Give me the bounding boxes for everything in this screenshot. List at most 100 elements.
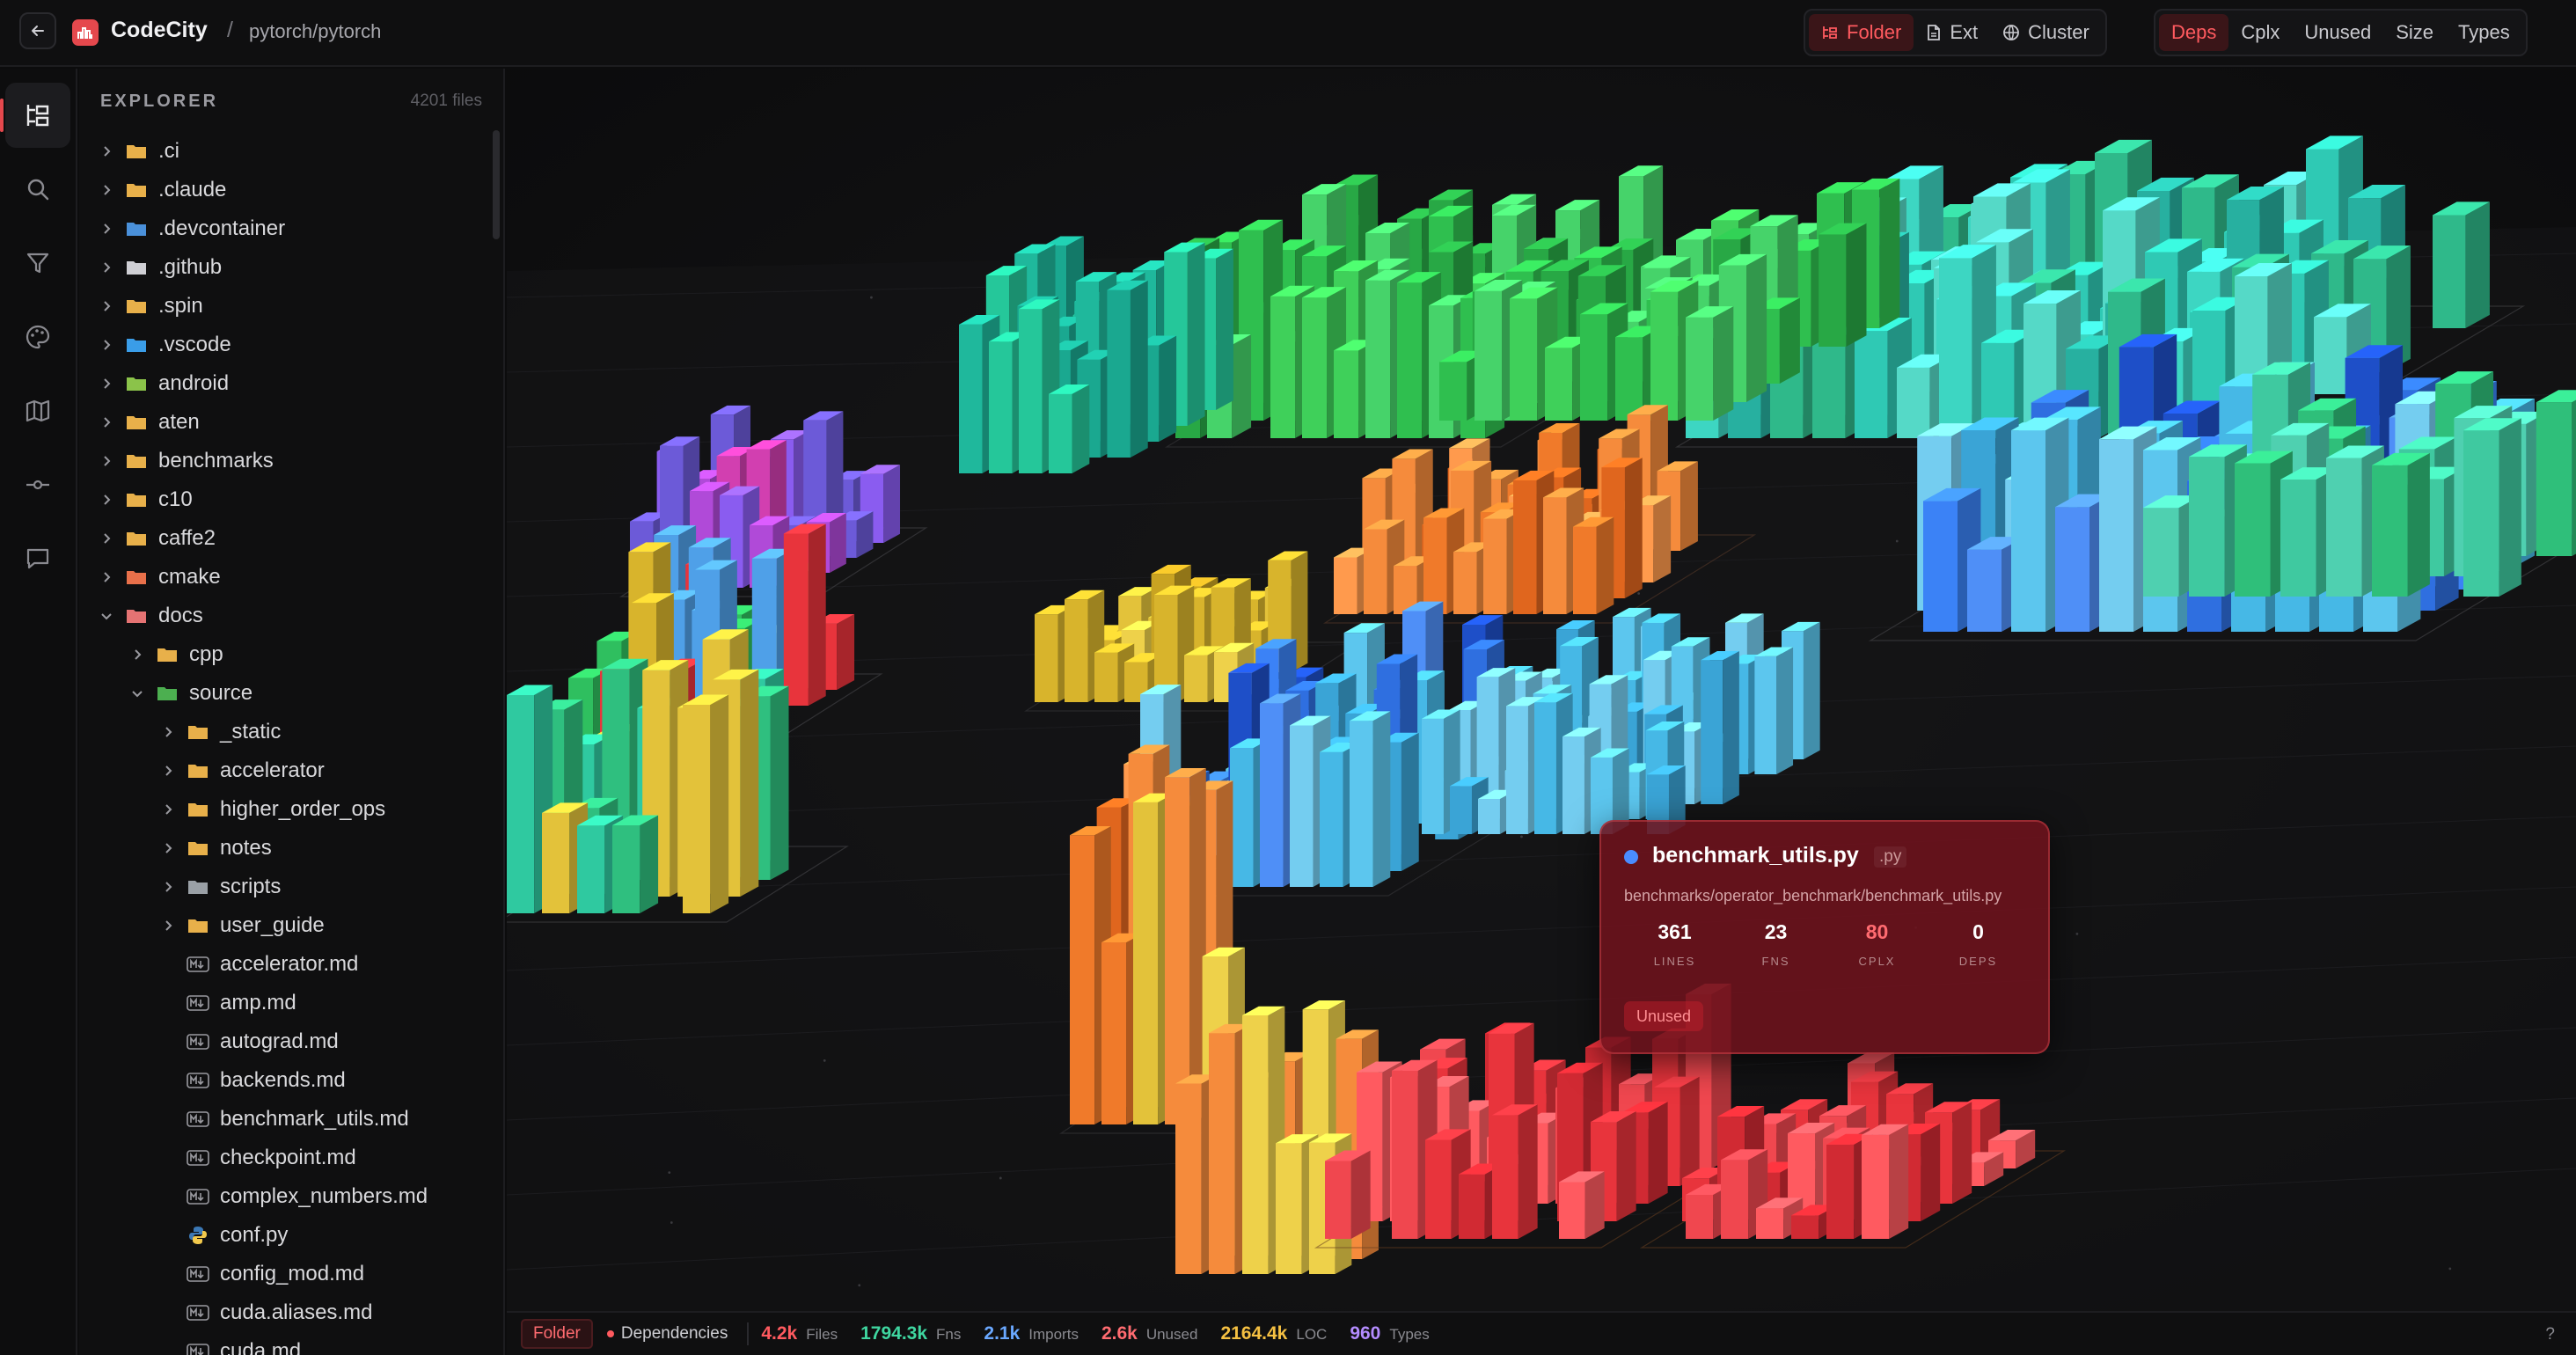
- repo-name[interactable]: pytorch/pytorch: [249, 20, 382, 42]
- status-stat-types: 960 Types: [1350, 1323, 1429, 1344]
- tree-folder[interactable]: .github: [79, 248, 493, 287]
- globe-icon: [2003, 25, 2020, 40]
- color-mode-deps-button[interactable]: Deps: [2159, 14, 2229, 51]
- tree-item-label: benchmarks: [158, 449, 274, 472]
- status-mode-badge[interactable]: Folder: [521, 1319, 593, 1349]
- explorer-rail-button[interactable]: [0, 83, 70, 148]
- tree-folder[interactable]: benchmarks: [79, 442, 493, 480]
- tree-folder[interactable]: user_guide: [79, 906, 493, 945]
- folder-icon: [125, 451, 148, 471]
- chevron-right-icon[interactable]: [99, 182, 114, 198]
- tree-file[interactable]: complex_numbers.md: [79, 1177, 493, 1216]
- chevron-right-icon[interactable]: [99, 414, 114, 430]
- chevron-right-icon[interactable]: [99, 298, 114, 314]
- tree-file[interactable]: cuda.md: [79, 1332, 493, 1355]
- tree-item-label: benchmark_utils.md: [220, 1107, 409, 1131]
- chevron-right-icon[interactable]: [99, 492, 114, 508]
- tree-file[interactable]: accelerator.md: [79, 945, 493, 984]
- chevron-right-icon[interactable]: [160, 879, 176, 895]
- group-mode-ext-button[interactable]: Ext: [1914, 14, 1990, 51]
- tree-folder[interactable]: scripts: [79, 868, 493, 906]
- file-count: 4201 files: [410, 92, 482, 110]
- tree-folder[interactable]: .ci: [79, 132, 493, 171]
- color-mode-size-button[interactable]: Size: [2383, 14, 2446, 51]
- tree-folder[interactable]: docs: [79, 597, 493, 635]
- tree-file[interactable]: backends.md: [79, 1061, 493, 1100]
- stat-label: FNS: [1761, 955, 1790, 968]
- tooltip-stat-cplx: 80 CPLX: [1826, 920, 1928, 968]
- chevron-right-icon[interactable]: [99, 453, 114, 469]
- city-logo-icon: [77, 27, 92, 39]
- map-rail-button[interactable]: [5, 378, 70, 443]
- color-mode-cplx-button[interactable]: Cplx: [2228, 14, 2292, 51]
- chevron-right-icon[interactable]: [160, 763, 176, 779]
- tree-folder[interactable]: source: [79, 674, 493, 713]
- chevron-right-icon[interactable]: [99, 569, 114, 585]
- group-mode-folder-label: Folder: [1847, 21, 1902, 43]
- github-folder-icon: [125, 258, 148, 277]
- stat-label: LOC: [1296, 1326, 1328, 1343]
- tree-file[interactable]: cuda.aliases.md: [79, 1293, 493, 1332]
- chevron-right-icon[interactable]: [160, 918, 176, 934]
- tree-spacer: [160, 1227, 176, 1243]
- chevron-down-icon[interactable]: [129, 685, 145, 701]
- comment-rail-button[interactable]: [5, 526, 70, 591]
- chevron-right-icon[interactable]: [129, 647, 145, 663]
- chevron-right-icon[interactable]: [160, 724, 176, 740]
- chevron-right-icon[interactable]: [99, 531, 114, 546]
- tree-item-label: docs: [158, 604, 203, 627]
- chevron-right-icon[interactable]: [99, 260, 114, 275]
- tree-file[interactable]: autograd.md: [79, 1022, 493, 1061]
- tree-folder[interactable]: android: [79, 364, 493, 403]
- city-canvas[interactable]: [507, 69, 2576, 1311]
- help-button[interactable]: ?: [2545, 1325, 2555, 1344]
- tree-folder[interactable]: aten: [79, 403, 493, 442]
- tree-folder[interactable]: .vscode: [79, 326, 493, 364]
- chevron-right-icon[interactable]: [99, 221, 114, 237]
- tree-folder[interactable]: cmake: [79, 558, 493, 597]
- filter-rail-button[interactable]: [5, 231, 70, 296]
- palette-rail-button[interactable]: [5, 304, 70, 370]
- tree-item-label: .vscode: [158, 333, 231, 356]
- chevron-right-icon[interactable]: [99, 143, 114, 159]
- tree-folder[interactable]: notes: [79, 829, 493, 868]
- stat-value: 361: [1658, 920, 1692, 943]
- color-mode-types-label: Types: [2458, 21, 2510, 43]
- folder-icon: [187, 916, 209, 935]
- back-button[interactable]: [19, 12, 56, 49]
- stat-value: 23: [1764, 920, 1788, 943]
- tree-folder[interactable]: caffe2: [79, 519, 493, 558]
- tree-folder[interactable]: c10: [79, 480, 493, 519]
- tree-spacer: [160, 1344, 176, 1355]
- tree-file[interactable]: checkpoint.md: [79, 1139, 493, 1177]
- explorer-scrollbar[interactable]: [493, 130, 500, 239]
- tree-folder[interactable]: .devcontainer: [79, 209, 493, 248]
- color-mode-dot: [606, 1330, 614, 1337]
- tree-file[interactable]: amp.md: [79, 984, 493, 1022]
- commit-rail-button[interactable]: [5, 452, 70, 517]
- chevron-right-icon[interactable]: [99, 376, 114, 392]
- chevron-down-icon[interactable]: [99, 608, 114, 624]
- tree-folder[interactable]: accelerator: [79, 751, 493, 790]
- tree-item-label: .github: [158, 255, 223, 279]
- city-viewport[interactable]: benchmark_utils.py .py benchmarks/operat…: [507, 69, 2576, 1311]
- chevron-right-icon[interactable]: [160, 840, 176, 856]
- tree-file[interactable]: benchmark_utils.md: [79, 1100, 493, 1139]
- tooltip-stat-lines: 361 LINES: [1624, 920, 1725, 968]
- group-mode-folder-button[interactable]: Folder: [1809, 14, 1914, 51]
- tree-file[interactable]: config_mod.md: [79, 1255, 493, 1293]
- color-mode-unused-button[interactable]: Unused: [2292, 14, 2383, 51]
- tree-folder[interactable]: cpp: [79, 635, 493, 674]
- color-mode-types-button[interactable]: Types: [2446, 14, 2522, 51]
- folder-icon: [187, 722, 209, 742]
- tree-folder[interactable]: _static: [79, 713, 493, 751]
- tree-folder[interactable]: .claude: [79, 171, 493, 209]
- chevron-right-icon[interactable]: [160, 802, 176, 817]
- group-mode-cluster-button[interactable]: Cluster: [1990, 14, 2102, 51]
- tree-folder[interactable]: .spin: [79, 287, 493, 326]
- chevron-right-icon[interactable]: [99, 337, 114, 353]
- breadcrumb-separator: /: [227, 18, 233, 42]
- search-rail-button[interactable]: [5, 157, 70, 222]
- tree-folder[interactable]: higher_order_ops: [79, 790, 493, 829]
- tree-file[interactable]: conf.py: [79, 1216, 493, 1255]
